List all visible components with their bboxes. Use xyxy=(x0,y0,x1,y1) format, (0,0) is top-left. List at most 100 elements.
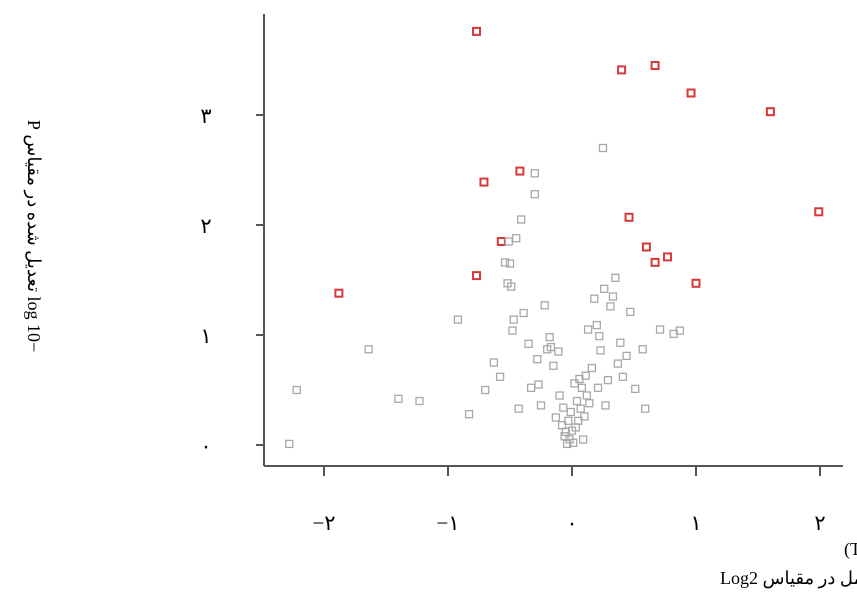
significant-gene-point xyxy=(814,207,824,217)
significant-gene-point xyxy=(765,107,775,117)
gene-point xyxy=(415,396,424,406)
gene-point xyxy=(590,294,599,303)
gene-point xyxy=(534,380,543,389)
gene-point xyxy=(554,347,563,356)
gene-point xyxy=(570,379,579,388)
gene-point xyxy=(519,308,528,318)
gene-point xyxy=(504,237,513,246)
significant-gene-point xyxy=(662,252,672,262)
significant-gene-point xyxy=(650,257,660,267)
gene-point xyxy=(574,416,583,425)
gene-point xyxy=(530,190,539,199)
gene-point xyxy=(526,383,536,392)
gene-point xyxy=(613,359,623,368)
gene-point xyxy=(572,396,582,406)
gene-point xyxy=(500,258,510,267)
gene-point xyxy=(603,375,613,385)
gene-point xyxy=(566,407,575,417)
gene-point xyxy=(512,234,521,243)
gene-point xyxy=(583,325,593,334)
gene-point xyxy=(592,320,601,330)
gene-point xyxy=(524,339,533,348)
gene-point xyxy=(555,391,564,400)
gene-point xyxy=(453,315,463,324)
gene-point xyxy=(495,372,505,381)
gene-point xyxy=(596,346,605,355)
x-axis-title-line-1: اندازه تغییرات بیان چهار تا پنج ماه پس ا… xyxy=(844,539,857,560)
gene-point xyxy=(564,416,573,425)
significant-gene-point xyxy=(624,212,634,222)
gene-point xyxy=(533,355,542,364)
gene-point xyxy=(600,284,609,293)
gene-point xyxy=(509,315,518,324)
x-axis-title-line-2: نسبت به پیش از عمل در مقیاس Log2 xyxy=(720,568,857,589)
significant-gene-point xyxy=(472,271,482,281)
significant-gene-point xyxy=(641,242,651,252)
gene-point xyxy=(545,333,554,342)
gene-point xyxy=(601,401,610,410)
gene-point xyxy=(626,307,635,317)
significant-gene-point xyxy=(617,65,627,75)
significant-gene-point xyxy=(650,61,660,70)
significant-gene-point xyxy=(334,288,344,298)
axes xyxy=(263,14,843,467)
x-tick-label: ۰ xyxy=(566,511,577,535)
gene-point xyxy=(285,439,294,449)
gene-point xyxy=(517,215,526,224)
significant-gene-point xyxy=(472,26,482,36)
gene-point xyxy=(582,391,592,400)
gene-point xyxy=(577,383,587,392)
gene-point xyxy=(606,302,615,311)
y-tick-label: ۱ xyxy=(200,324,211,348)
gene-point xyxy=(561,427,570,436)
y-ticks: ۰ ۱ ۲ ۳ xyxy=(200,104,264,458)
gene-point xyxy=(394,394,403,403)
gene-point xyxy=(559,403,568,412)
significant-gene-point xyxy=(479,177,489,187)
gene-point xyxy=(292,385,301,395)
significant-gene-point xyxy=(686,88,696,98)
gene-point xyxy=(618,372,627,381)
gene-point xyxy=(581,371,590,380)
gene-point xyxy=(530,169,539,178)
gene-point xyxy=(616,338,625,347)
gene-point xyxy=(595,331,604,341)
gene-point xyxy=(587,363,596,373)
gene-point xyxy=(608,292,618,301)
gene-point xyxy=(481,385,490,395)
x-ticks: −۲ −۱ ۰ ۱ ۲ xyxy=(312,466,826,535)
x-tick-label: ۱ xyxy=(690,511,701,535)
y-tick-label: ۰ xyxy=(200,434,211,458)
gene-point xyxy=(593,383,603,392)
data-points xyxy=(285,26,824,449)
gene-point xyxy=(507,282,516,291)
gene-point xyxy=(489,358,499,367)
gene-point xyxy=(611,273,620,282)
gene-point xyxy=(549,361,558,370)
gene-point xyxy=(514,404,523,413)
gene-point xyxy=(655,325,665,334)
x-tick-label: −۲ xyxy=(312,511,335,535)
gene-point xyxy=(675,326,685,335)
gene-point xyxy=(364,345,373,354)
significant-gene-point xyxy=(691,278,701,288)
gene-point xyxy=(569,438,578,447)
significant-gene-point xyxy=(515,166,525,176)
gene-point xyxy=(562,439,572,449)
gene-point xyxy=(546,342,556,352)
y-axis-title: −log 10 تعدیل شده در مقیاس P xyxy=(23,120,44,352)
gene-point xyxy=(622,351,631,361)
gene-point xyxy=(576,404,585,413)
gene-point xyxy=(505,259,515,268)
gene-point xyxy=(580,412,589,421)
gene-point xyxy=(579,435,588,444)
gene-point xyxy=(536,401,546,410)
gene-point xyxy=(551,413,561,422)
gene-point xyxy=(631,384,640,394)
significant-gene-point xyxy=(496,237,506,246)
x-tick-label: −۱ xyxy=(436,511,459,535)
y-tick-label: ۳ xyxy=(200,104,211,128)
gene-point xyxy=(598,143,608,153)
gene-point xyxy=(464,410,474,419)
